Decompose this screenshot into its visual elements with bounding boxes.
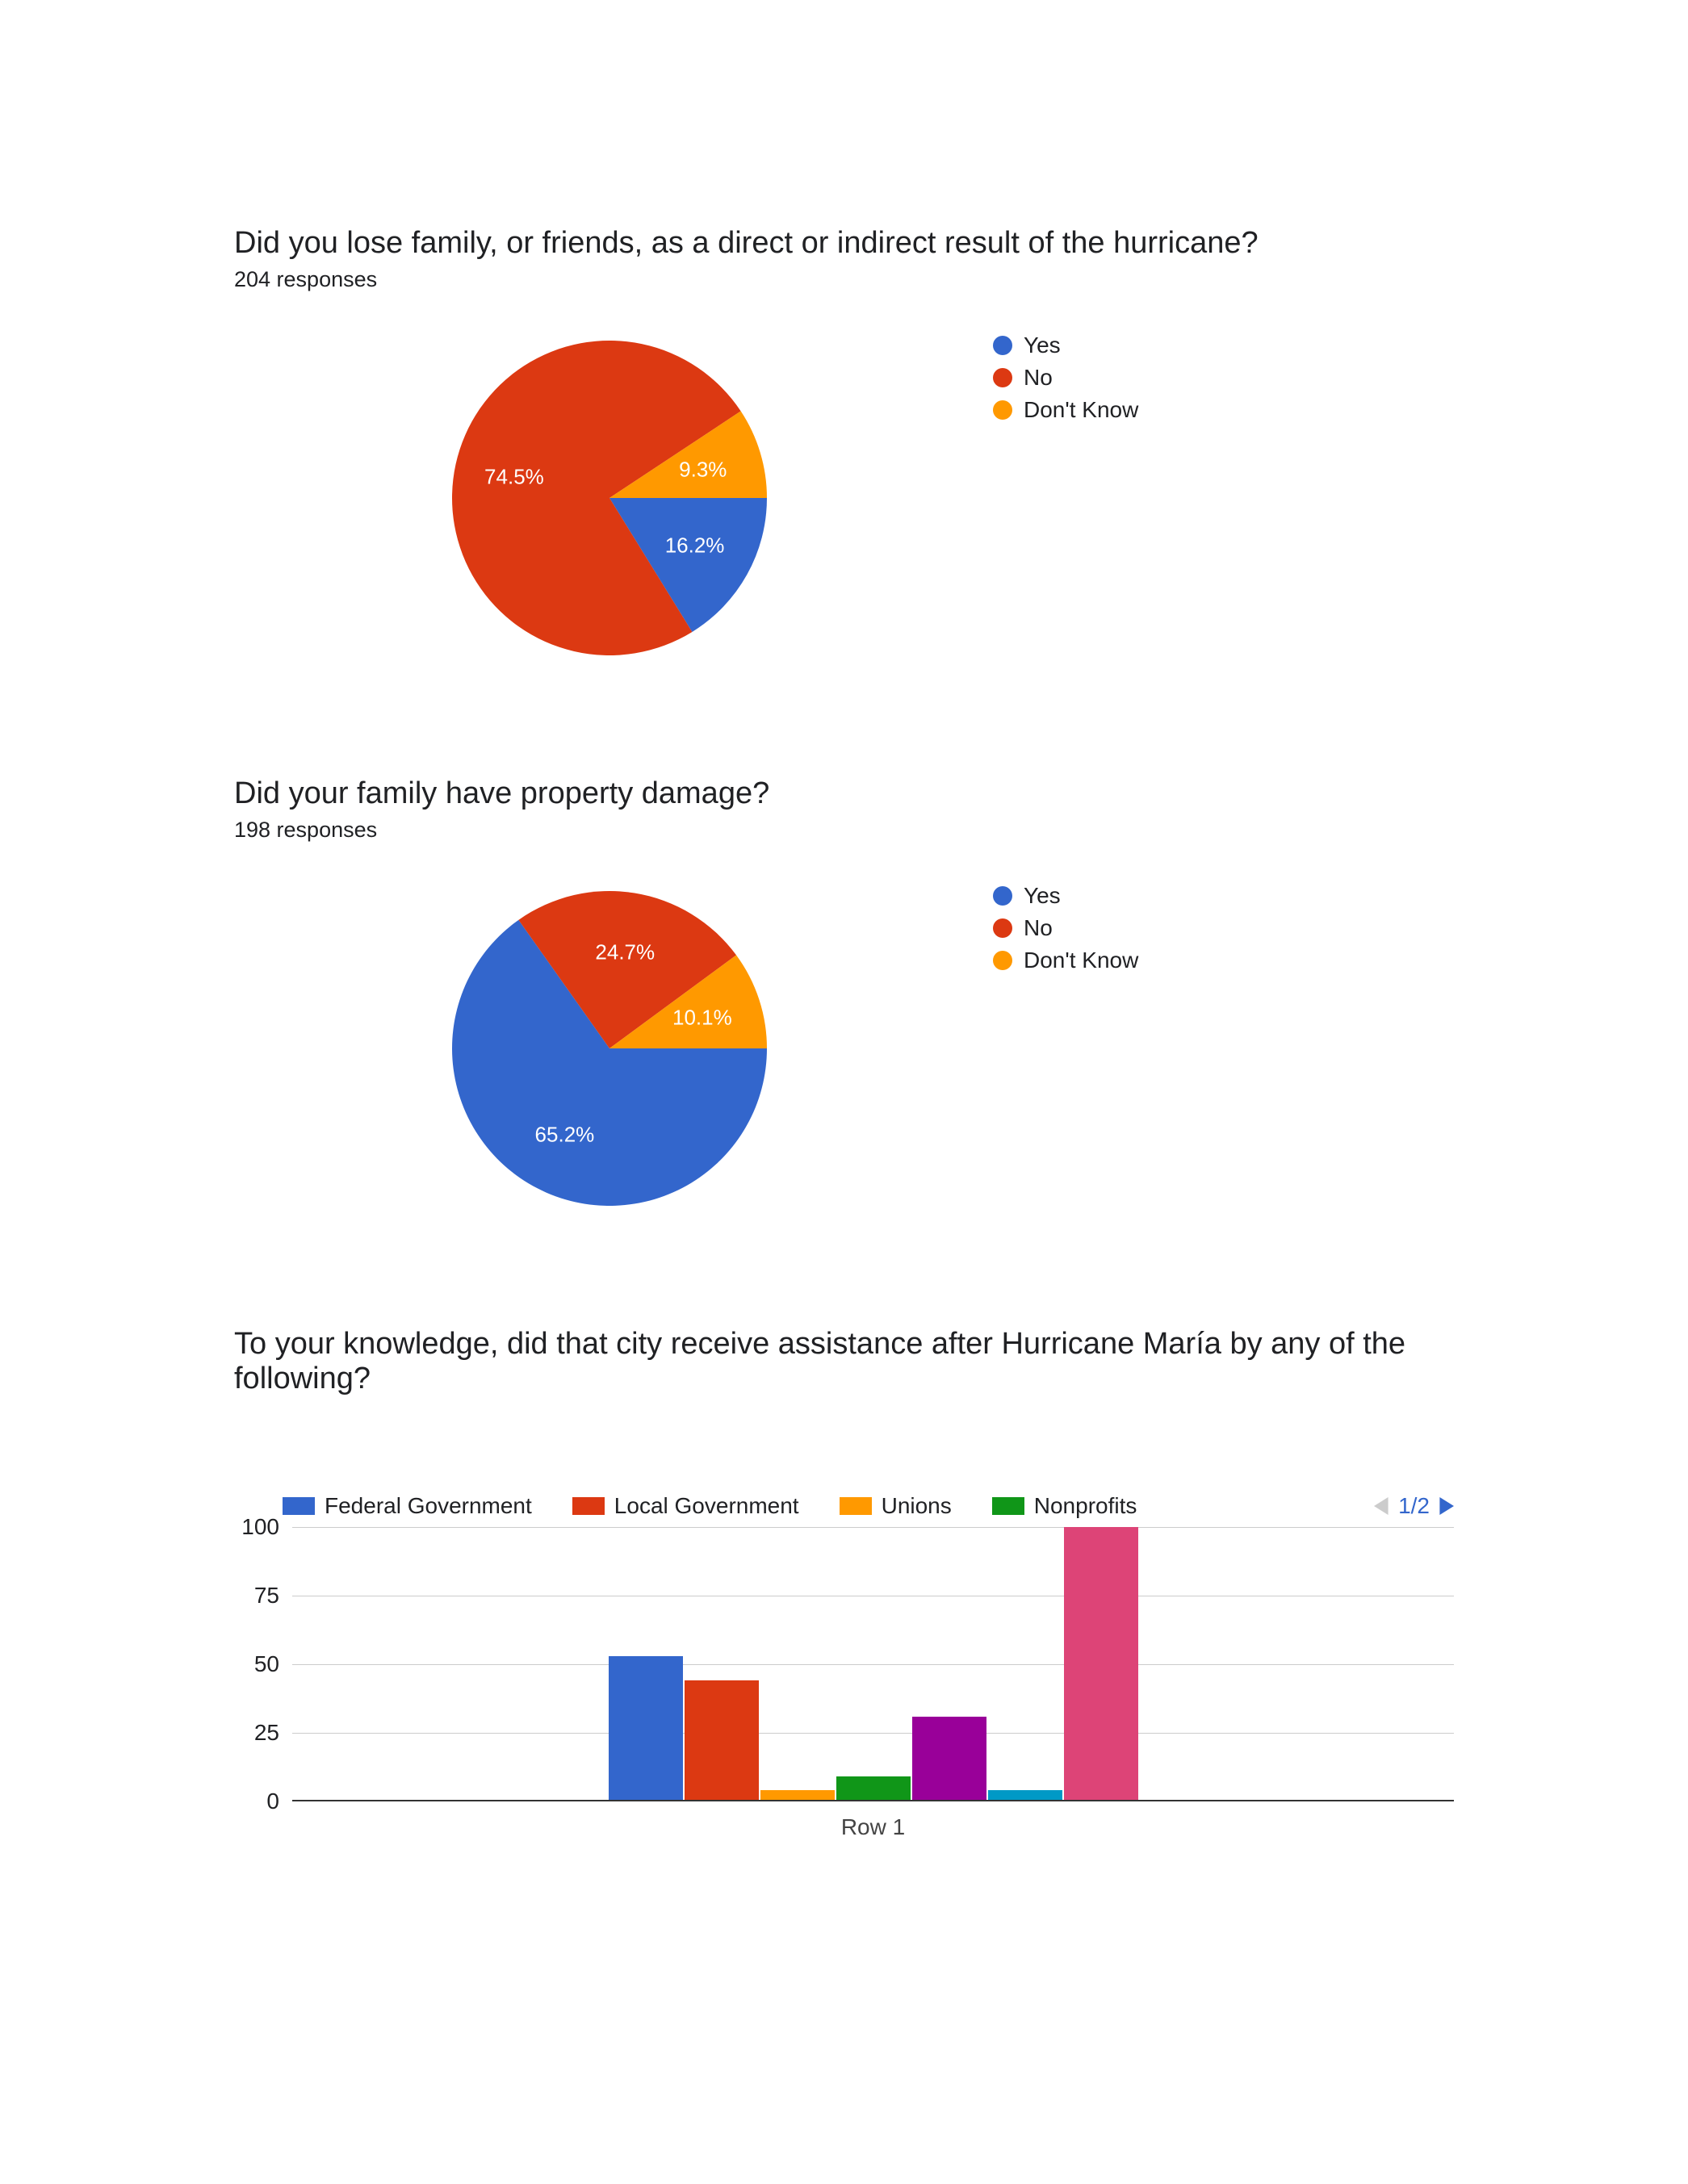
chart1-pie: 16.2% 74.5% 9.3% — [452, 341, 767, 655]
pie-slice-label: 9.3% — [679, 458, 727, 483]
legend-item[interactable]: No — [993, 365, 1138, 391]
legend-item[interactable]: No — [993, 915, 1138, 941]
y-tick-label: 50 — [254, 1651, 279, 1677]
legend-label: Nonprofits — [1034, 1493, 1137, 1519]
pie-chart-property-damage: Did your family have property damage? 19… — [234, 776, 1454, 1206]
legend-swatch — [993, 400, 1012, 420]
chart2-pie: 65.2% 24.7% 10.1% — [452, 891, 767, 1206]
legend-swatch — [993, 886, 1012, 906]
chart1-legend: Yes No Don't Know — [993, 333, 1138, 429]
chart3-baseline — [292, 1800, 1454, 1801]
pie-slice-label: 10.1% — [672, 1006, 732, 1031]
pager-indicator: 1/2 — [1398, 1493, 1430, 1519]
bar[interactable] — [609, 1656, 683, 1801]
chart1-responses: 204 responses — [234, 267, 1454, 292]
legend-swatch — [283, 1497, 315, 1515]
legend-swatch — [572, 1497, 605, 1515]
legend-item[interactable]: Don't Know — [993, 948, 1138, 973]
bar-legend-item[interactable]: Federal Government — [283, 1493, 532, 1519]
legend-label: No — [1024, 365, 1053, 391]
legend-label: Federal Government — [325, 1493, 532, 1519]
legend-label: Don't Know — [1024, 397, 1138, 423]
legend-label: Unions — [882, 1493, 952, 1519]
legend-swatch — [840, 1497, 872, 1515]
bar[interactable] — [1064, 1527, 1138, 1801]
pie-chart-lose-family: Did you lose family, or friends, as a di… — [234, 226, 1454, 655]
legend-swatch — [993, 918, 1012, 938]
chart1-title: Did you lose family, or friends, as a di… — [234, 226, 1454, 261]
chart3-x-label: Row 1 — [292, 1814, 1454, 1840]
y-tick-label: 25 — [254, 1720, 279, 1746]
bar-legend-item[interactable]: Unions — [840, 1493, 952, 1519]
chart3-plot-area: 0255075100 Row 1 — [234, 1527, 1454, 1826]
chart3-title: To your knowledge, did that city receive… — [234, 1327, 1454, 1396]
pie-slice-label: 74.5% — [484, 464, 544, 489]
chart3-pager: 1/2 — [1374, 1493, 1454, 1519]
y-tick-label: 75 — [254, 1583, 279, 1609]
legend-swatch — [993, 951, 1012, 970]
pie-slice-label: 65.2% — [535, 1123, 595, 1148]
pie-slice-label: 24.7% — [595, 939, 655, 964]
chart2-responses: 198 responses — [234, 818, 1454, 843]
pie-slice-label: 16.2% — [665, 533, 725, 558]
y-tick-label: 0 — [266, 1789, 279, 1814]
legend-label: Yes — [1024, 883, 1061, 909]
bar-chart-assistance: To your knowledge, did that city receive… — [234, 1327, 1454, 1826]
chart3-legend-row: Federal Government Local Government Unions… — [234, 1493, 1454, 1519]
legend-label: No — [1024, 915, 1053, 941]
bar-legend-item[interactable]: Local Government — [572, 1493, 799, 1519]
pager-prev-icon[interactable] — [1374, 1497, 1392, 1515]
legend-label: Local Government — [614, 1493, 799, 1519]
bar[interactable] — [685, 1680, 759, 1801]
legend-swatch — [993, 368, 1012, 387]
chart2-legend: Yes No Don't Know — [993, 883, 1138, 980]
legend-label: Yes — [1024, 333, 1061, 358]
bar[interactable] — [912, 1717, 986, 1801]
bar-legend-item[interactable]: Nonprofits — [992, 1493, 1137, 1519]
legend-label: Don't Know — [1024, 948, 1138, 973]
pager-next-icon[interactable] — [1436, 1497, 1454, 1515]
chart2-title: Did your family have property damage? — [234, 776, 1454, 811]
legend-item[interactable]: Yes — [993, 333, 1138, 358]
legend-swatch — [992, 1497, 1024, 1515]
y-tick-label: 100 — [241, 1514, 279, 1540]
bar[interactable] — [836, 1776, 911, 1801]
legend-item[interactable]: Yes — [993, 883, 1138, 909]
legend-swatch — [993, 336, 1012, 355]
legend-item[interactable]: Don't Know — [993, 397, 1138, 423]
